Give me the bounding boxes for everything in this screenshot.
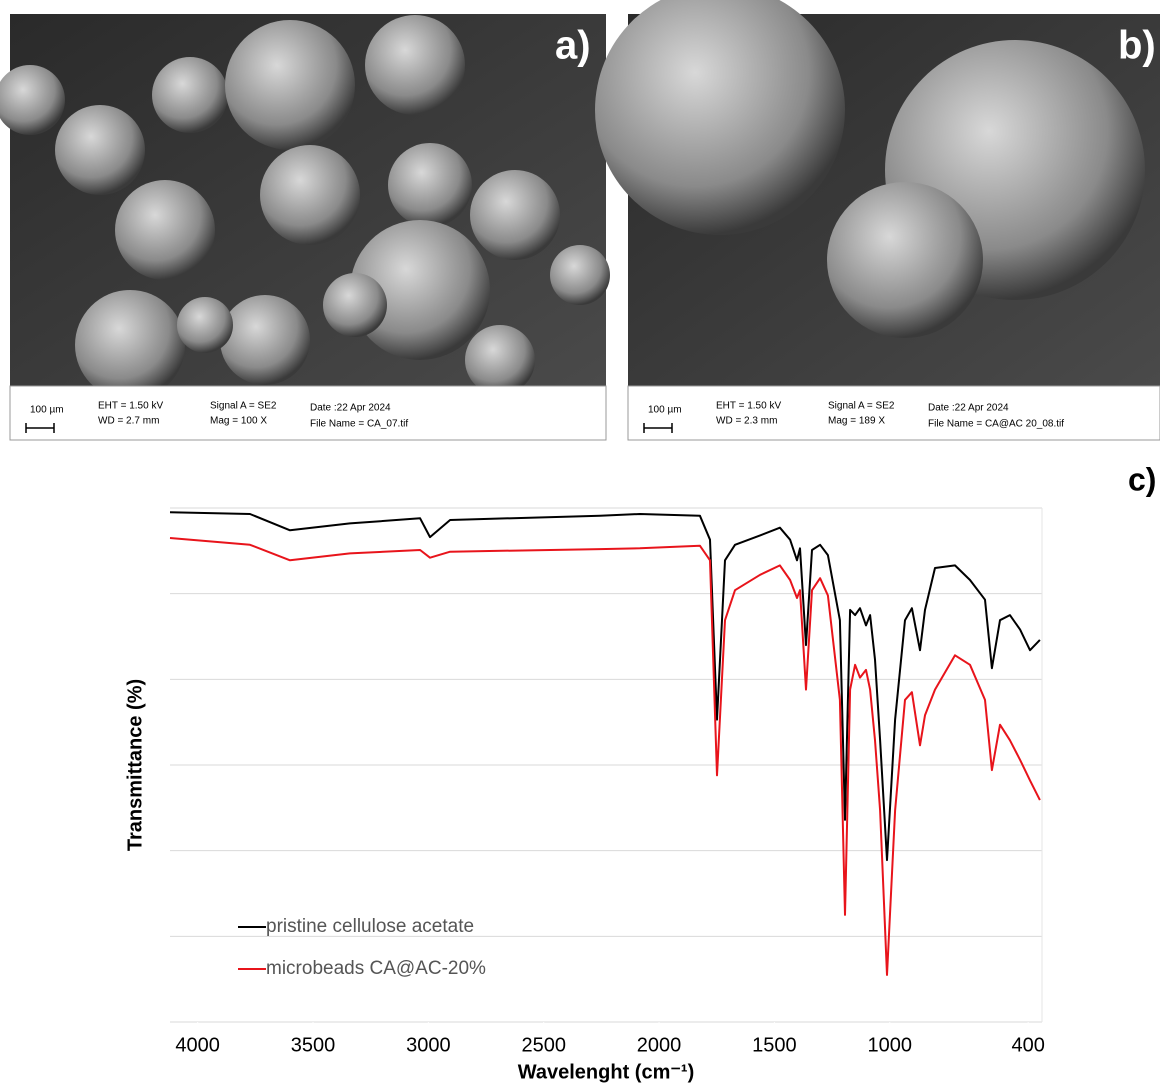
figure: 4000 3500 3000 2500 2000 1500 1000 400 Wavelengh… — [0, 0, 1160, 1086]
x-tick-label: 400 — [1011, 1034, 1044, 1056]
x-tick-label: 2500 — [521, 1034, 566, 1056]
info-text: File Name = CA@AC 20_08.tif — [928, 419, 1064, 430]
legend-label: microbeads CA@AC-20% — [266, 958, 486, 979]
info-text: WD = 2.3 mm — [716, 416, 777, 427]
chart: 4000 3500 3000 2500 2000 1500 1000 400 Wavelengh… — [124, 508, 1045, 1083]
info-text: WD = 2.7 mm — [98, 416, 159, 427]
info-text: Date :22 Apr 2024 — [928, 403, 1009, 414]
series-line — [170, 512, 1040, 860]
x-axis-title: Wavelenght (cm⁻¹) — [518, 1061, 695, 1083]
x-tick-label: 2000 — [637, 1034, 682, 1056]
x-tick-label: 3500 — [291, 1034, 336, 1056]
info-text: 100 µm — [648, 405, 682, 416]
info-text: Mag = 100 X — [210, 416, 267, 427]
series-line — [170, 538, 1040, 975]
x-tick-label: 4000 — [175, 1034, 220, 1056]
info-text: 100 µm — [30, 405, 64, 416]
y-axis-title: Transmittance (%) — [124, 679, 146, 851]
legend-label: pristine cellulose acetate — [266, 916, 474, 937]
x-tick-label: 1000 — [867, 1034, 912, 1056]
info-text: Mag = 189 X — [828, 416, 885, 427]
x-tick-label: 1500 — [752, 1034, 797, 1056]
info-text: Signal A = SE2 — [828, 401, 895, 412]
info-text: EHT = 1.50 kV — [716, 401, 781, 412]
page: {"panels": [ {"label": "a)", "info_bar":… — [0, 0, 1160, 1086]
sem-image-a — [0, 14, 610, 440]
sem-image-b — [595, 0, 1160, 440]
panel-label: a) — [555, 24, 591, 68]
info-text: EHT = 1.50 kV — [98, 401, 163, 412]
info-text: Signal A = SE2 — [210, 401, 277, 412]
info-text: Date :22 Apr 2024 — [310, 403, 391, 414]
panel-label: c) — [1128, 461, 1156, 497]
x-tick-label: 3000 — [406, 1034, 451, 1056]
panel-label: b) — [1118, 24, 1156, 68]
info-text: File Name = CA_07.tif — [310, 419, 408, 430]
